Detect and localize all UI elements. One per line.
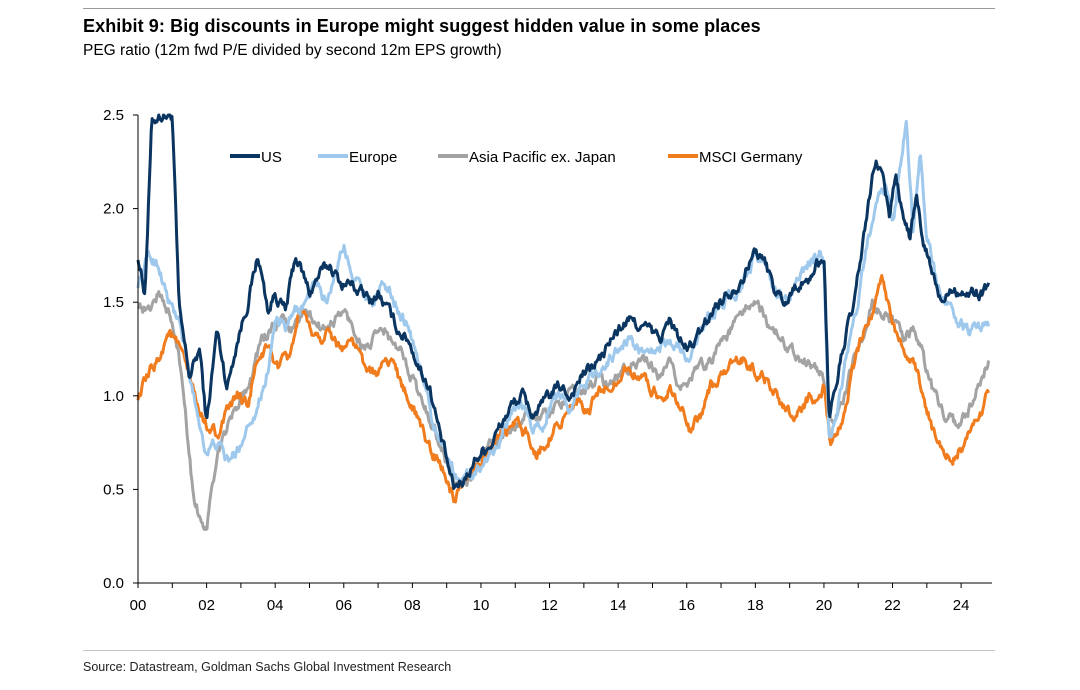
y-tick-label: 1.0	[103, 388, 124, 405]
bottom-rule	[83, 650, 995, 651]
y-tick-label: 0.0	[103, 575, 124, 592]
series-line-europe	[136, 119, 991, 486]
legend-label-asia-pacific-ex-japan: Asia Pacific ex. Japan	[469, 149, 616, 166]
x-tick-label: 22	[884, 597, 901, 614]
legend-label-us: US	[261, 149, 282, 166]
source-note: Source: Datastream, Goldman Sachs Global…	[83, 660, 452, 674]
x-tick-label: 12	[541, 597, 558, 614]
y-tick-label: 0.5	[103, 481, 124, 498]
x-tick-label: 06	[335, 597, 352, 614]
x-tick-label: 20	[816, 597, 833, 614]
x-tick-label: 00	[130, 597, 147, 614]
chart-title: Exhibit 9: Big discounts in Europe might…	[83, 16, 761, 36]
series-line-msci-germany	[136, 274, 990, 504]
x-tick-label: 18	[747, 597, 764, 614]
top-rule	[83, 8, 995, 9]
x-tick-label: 24	[953, 597, 970, 614]
series-line-asia-pacific-ex-japan	[136, 290, 991, 531]
x-tick-label: 08	[404, 597, 421, 614]
x-tick-label: 14	[610, 597, 627, 614]
chart-subtitle: PEG ratio (12m fwd P/E divided by second…	[83, 42, 502, 59]
y-tick-label: 2.5	[103, 107, 124, 124]
x-tick-label: 16	[678, 597, 695, 614]
x-tick-label: 10	[473, 597, 490, 614]
x-tick-label: 02	[198, 597, 215, 614]
x-tick-label: 04	[267, 597, 284, 614]
peg-ratio-chart: 0.0 0.5 1.0 1.5 2.0 2.5 00 02 04 06 08 10 12 14 16 18 20…	[103, 107, 992, 614]
series-lines	[136, 113, 991, 531]
legend: US Europe Asia Pacific ex. Japan MSCI Germa…	[230, 149, 803, 166]
y-tick-label: 2.0	[103, 201, 124, 218]
series-line-us	[136, 113, 991, 490]
axes: 0.0 0.5 1.0 1.5 2.0 2.5 00 02 04 06 08 10 12 14 16 18 20…	[103, 107, 992, 614]
y-tick-label: 1.5	[103, 294, 124, 311]
legend-label-europe: Europe	[349, 149, 397, 166]
legend-label-msci-germany: MSCI Germany	[699, 149, 803, 166]
